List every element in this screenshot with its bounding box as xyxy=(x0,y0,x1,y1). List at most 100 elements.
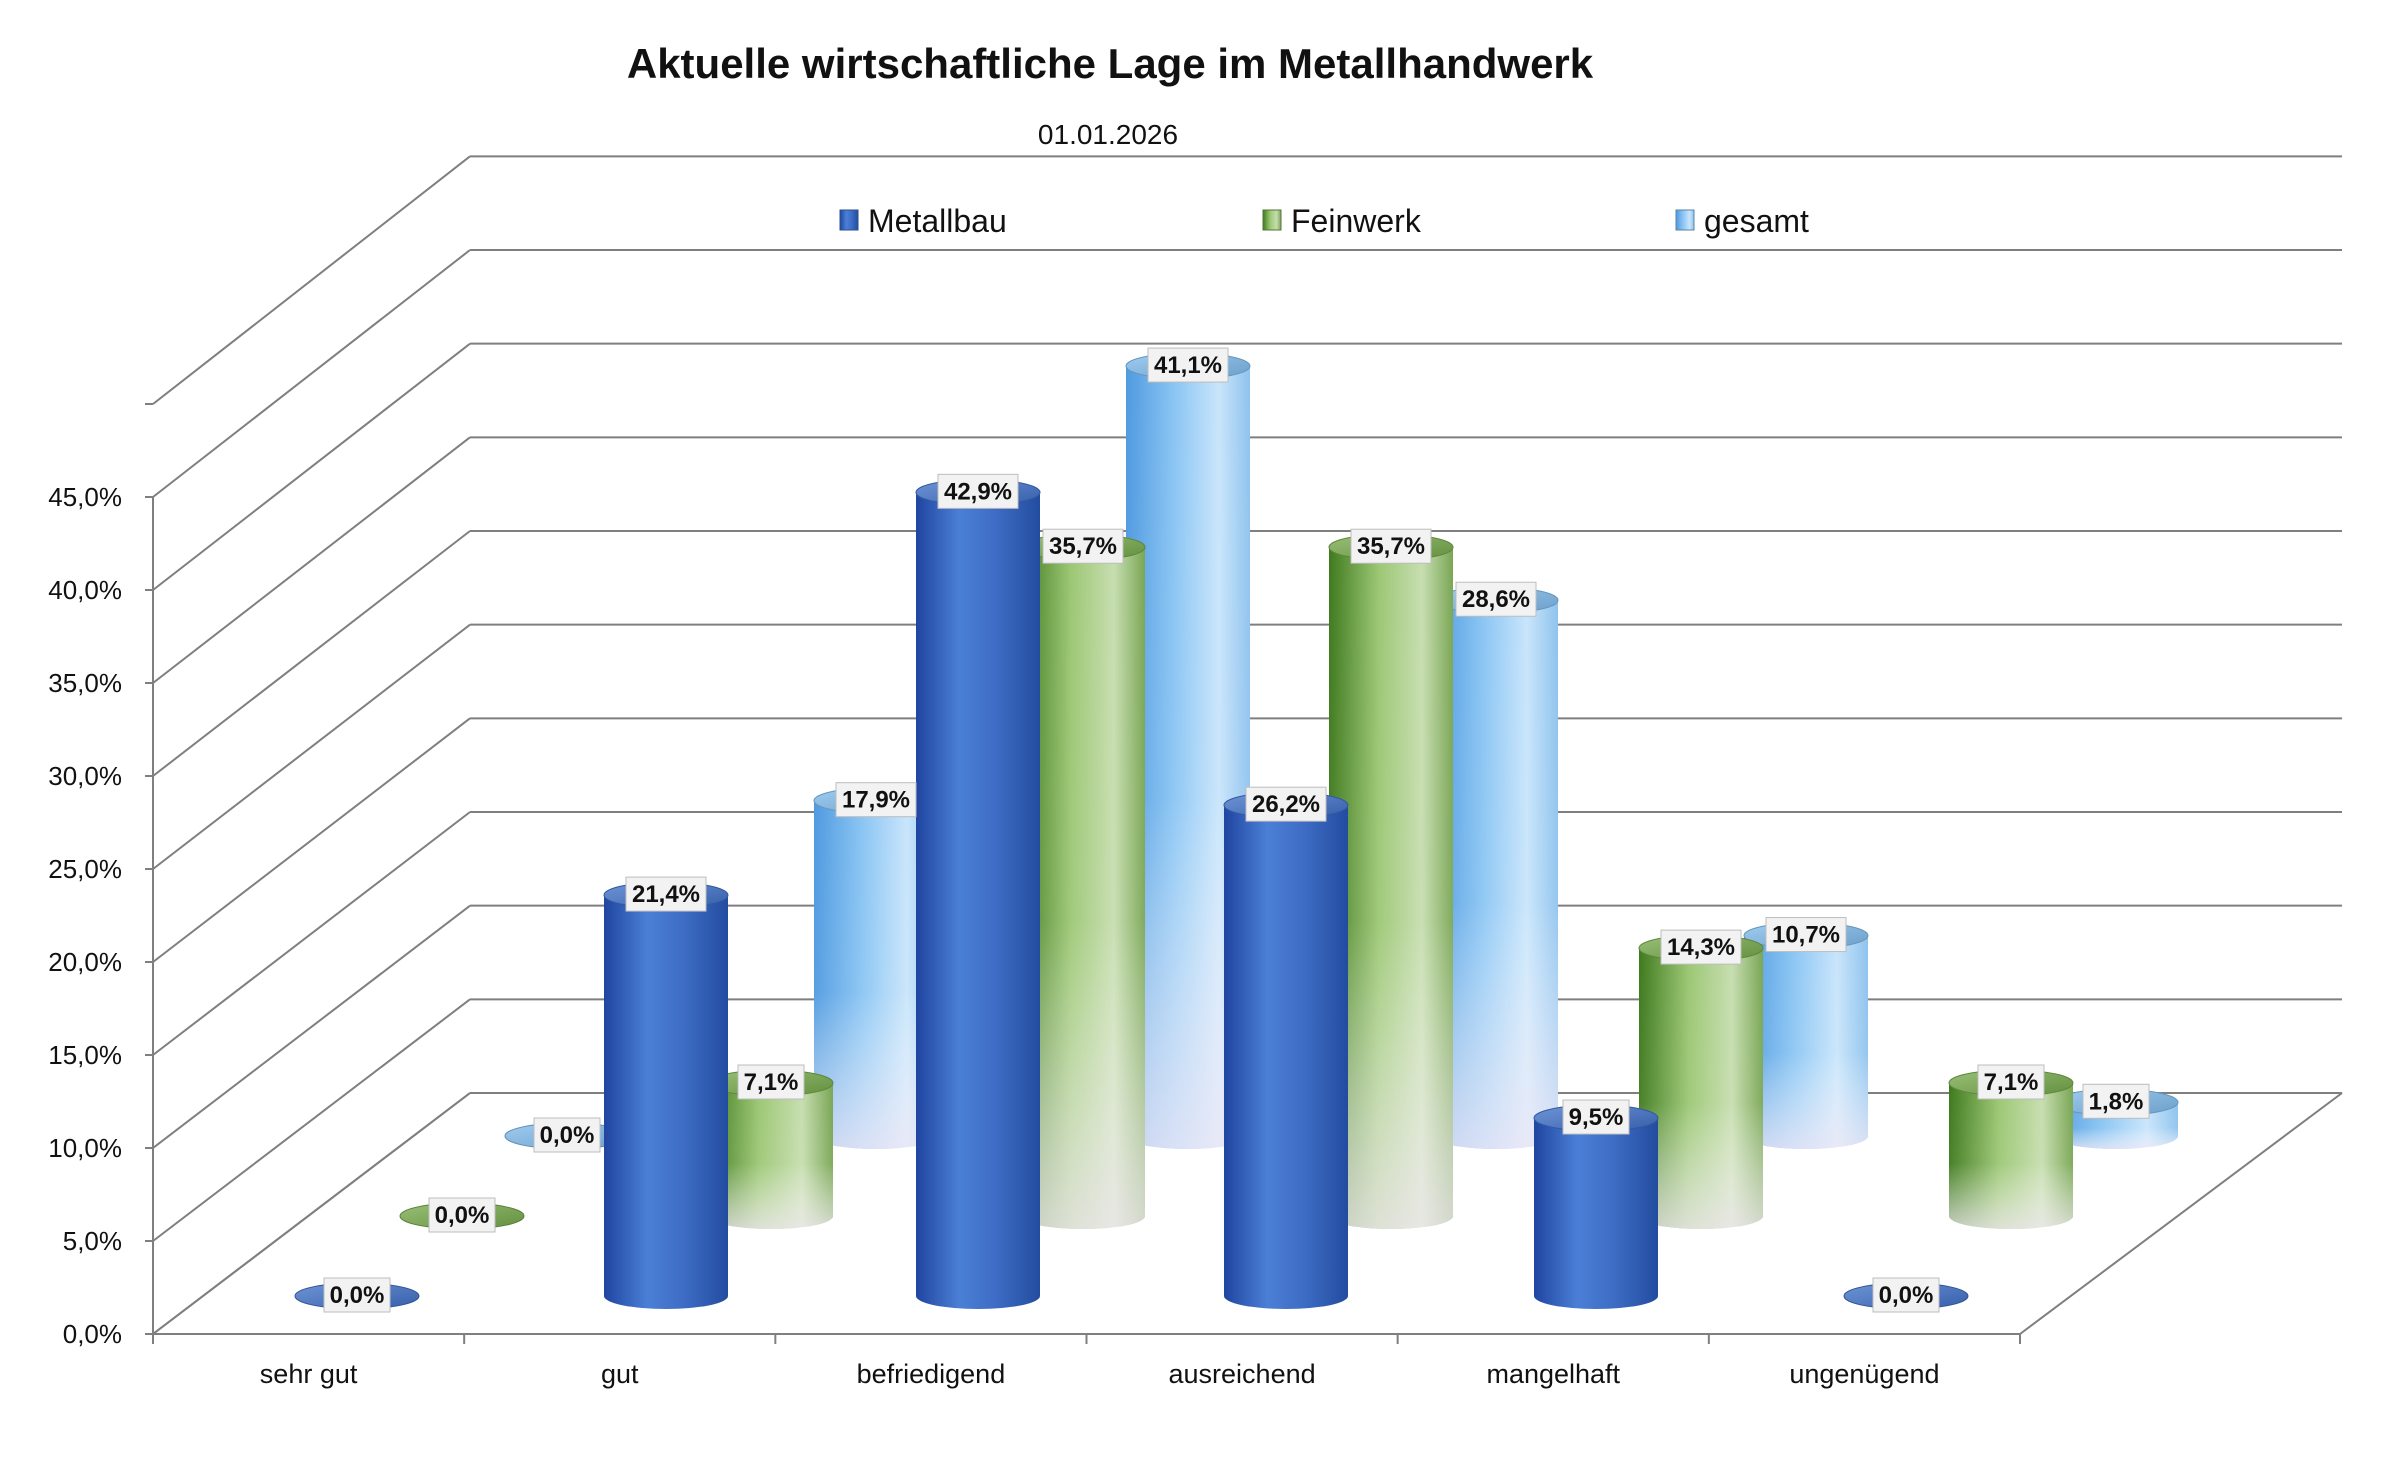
data-label-feinwerk-2: 35,7% xyxy=(1042,528,1124,564)
data-label-text: 14,3% xyxy=(1667,934,1735,961)
data-label-text: 0,0% xyxy=(330,1282,385,1309)
data-label-text: 35,7% xyxy=(1049,533,1117,560)
data-label-metallbau-2: 42,9% xyxy=(937,473,1019,509)
data-label-metallbau-4: 9,5% xyxy=(1562,1099,1630,1135)
data-label-box xyxy=(323,1277,391,1313)
chart-bars xyxy=(294,352,2179,1310)
data-label-text: 0,0% xyxy=(1879,1282,1934,1309)
data-label-text: 17,9% xyxy=(842,787,910,814)
x-tick-label: sehr gut xyxy=(260,1359,358,1389)
data-label-box xyxy=(428,1197,496,1233)
x-axis-ticks: sehr gut gut befriedigend ausreichend mangel… xyxy=(152,1334,2021,1389)
data-label-box xyxy=(1350,528,1432,564)
data-label-box xyxy=(1977,1064,2045,1100)
data-label-gesamt-5: 1,8% xyxy=(2082,1083,2150,1119)
legend-label: Metallbau xyxy=(868,203,1007,239)
data-label-box xyxy=(1245,786,1327,822)
y-tick-label: 0,0% xyxy=(63,1319,122,1349)
bar-body xyxy=(916,492,1040,1310)
gridline-diagonal xyxy=(152,436,471,684)
y-tick-label: 40,0% xyxy=(48,575,122,605)
y-tick-label: 5,0% xyxy=(63,1226,122,1256)
y-tick-label: 35,0% xyxy=(48,668,122,698)
bar-gesamt-4 xyxy=(1743,922,1869,1149)
legend-item-metallbau: Metallbau xyxy=(839,203,1007,239)
data-label-text: 21,4% xyxy=(632,881,700,908)
bar-gesamt-3 xyxy=(1433,586,1559,1149)
x-tick-label: gut xyxy=(601,1359,639,1389)
data-label-feinwerk-3: 35,7% xyxy=(1350,528,1432,564)
data-label-box xyxy=(737,1064,805,1100)
y-axis-ticks: 0,0% 5,0% 10,0% 15,0% 20,0% 25,0% 30,0% 35,0% 40… xyxy=(48,482,122,1349)
data-label-metallbau-0: 0,0% xyxy=(323,1277,391,1313)
data-label-metallbau-3: 26,2% xyxy=(1245,786,1327,822)
data-label-text: 41,1% xyxy=(1154,352,1222,379)
data-label-box xyxy=(2082,1083,2150,1119)
legend-label: gesamt xyxy=(1704,203,1809,239)
data-label-metallbau-1: 21,4% xyxy=(625,876,707,912)
data-label-feinwerk-5: 7,1% xyxy=(1977,1064,2045,1100)
bar-metallbau-3 xyxy=(1223,791,1349,1309)
gridline-diagonal xyxy=(152,904,471,1149)
y-tick-label: 15,0% xyxy=(48,1040,122,1070)
floor-right-edge xyxy=(2019,1092,2343,1335)
legend-item-gesamt: gesamt xyxy=(1675,203,1809,239)
chart-subtitle: 01.01.2026 xyxy=(1038,119,1178,150)
bar-body xyxy=(604,895,728,1309)
data-label-feinwerk-0: 0,0% xyxy=(428,1197,496,1233)
data-label-gesamt-3: 28,6% xyxy=(1455,581,1537,617)
data-label-text: 42,9% xyxy=(944,478,1012,505)
gridline-diagonal xyxy=(152,342,471,591)
data-label-text: 28,6% xyxy=(1462,586,1530,613)
x-tick-label: ausreichend xyxy=(1169,1359,1316,1389)
data-label-text: 1,8% xyxy=(2089,1088,2144,1115)
bar-fade xyxy=(709,1082,833,1229)
data-label-box xyxy=(1660,929,1742,965)
bar-metallbau-1 xyxy=(603,881,729,1309)
data-label-box xyxy=(533,1117,601,1153)
x-tick-label: befriedigend xyxy=(857,1359,1006,1389)
bar-fade xyxy=(1021,547,1145,1229)
data-label-text: 35,7% xyxy=(1357,533,1425,560)
data-label-box xyxy=(937,473,1019,509)
data-label-feinwerk-4: 14,3% xyxy=(1660,929,1742,965)
bar-fade xyxy=(1126,366,1250,1149)
legend-swatch xyxy=(839,209,859,231)
data-label-box xyxy=(1765,917,1847,953)
y-tick-label: 10,0% xyxy=(48,1133,122,1163)
chart-legend: Metallbau Feinwerk gesamt xyxy=(839,203,1809,239)
data-label-box xyxy=(835,782,917,818)
data-label-box xyxy=(1147,347,1229,383)
bar-body xyxy=(1224,805,1348,1309)
gridline-diagonal xyxy=(152,811,471,1056)
data-label-text: 0,0% xyxy=(435,1202,490,1229)
data-label-gesamt-2: 41,1% xyxy=(1147,347,1229,383)
bar-fade xyxy=(814,800,938,1149)
data-label-text: 0,0% xyxy=(540,1122,595,1149)
bar-metallbau-4 xyxy=(1533,1104,1659,1309)
data-label-box xyxy=(1562,1099,1630,1135)
legend-swatch xyxy=(1262,209,1282,231)
y-tick-label: 45,0% xyxy=(48,482,122,512)
data-label-box xyxy=(1872,1277,1940,1313)
x-tick-label: mangelhaft xyxy=(1486,1359,1620,1389)
data-label-box xyxy=(1042,528,1124,564)
gridline-diagonal xyxy=(152,717,471,963)
chart-title: Aktuelle wirtschaftliche Lage im Metallh… xyxy=(627,40,1594,87)
y-tick-label: 25,0% xyxy=(48,854,122,884)
data-label-gesamt-1: 17,9% xyxy=(835,782,917,818)
legend-label: Feinwerk xyxy=(1291,203,1422,239)
bar-fade xyxy=(1949,1082,2073,1229)
chart-labels: 0,0% 17,9% 41,1% 28,6% 10,7% 1,8% 0,0% 7,1% 35,7… xyxy=(323,347,2150,1313)
bar-fade xyxy=(1639,948,1763,1229)
data-label-gesamt-0: 0,0% xyxy=(533,1117,601,1153)
gridline-diagonal xyxy=(152,155,471,405)
bar-body xyxy=(1534,1118,1658,1309)
bar-feinwerk-2 xyxy=(1020,533,1146,1229)
data-label-text: 9,5% xyxy=(1569,1104,1624,1131)
data-label-box xyxy=(1455,581,1537,617)
bar-feinwerk-4 xyxy=(1638,934,1764,1229)
data-label-feinwerk-1: 7,1% xyxy=(737,1064,805,1100)
